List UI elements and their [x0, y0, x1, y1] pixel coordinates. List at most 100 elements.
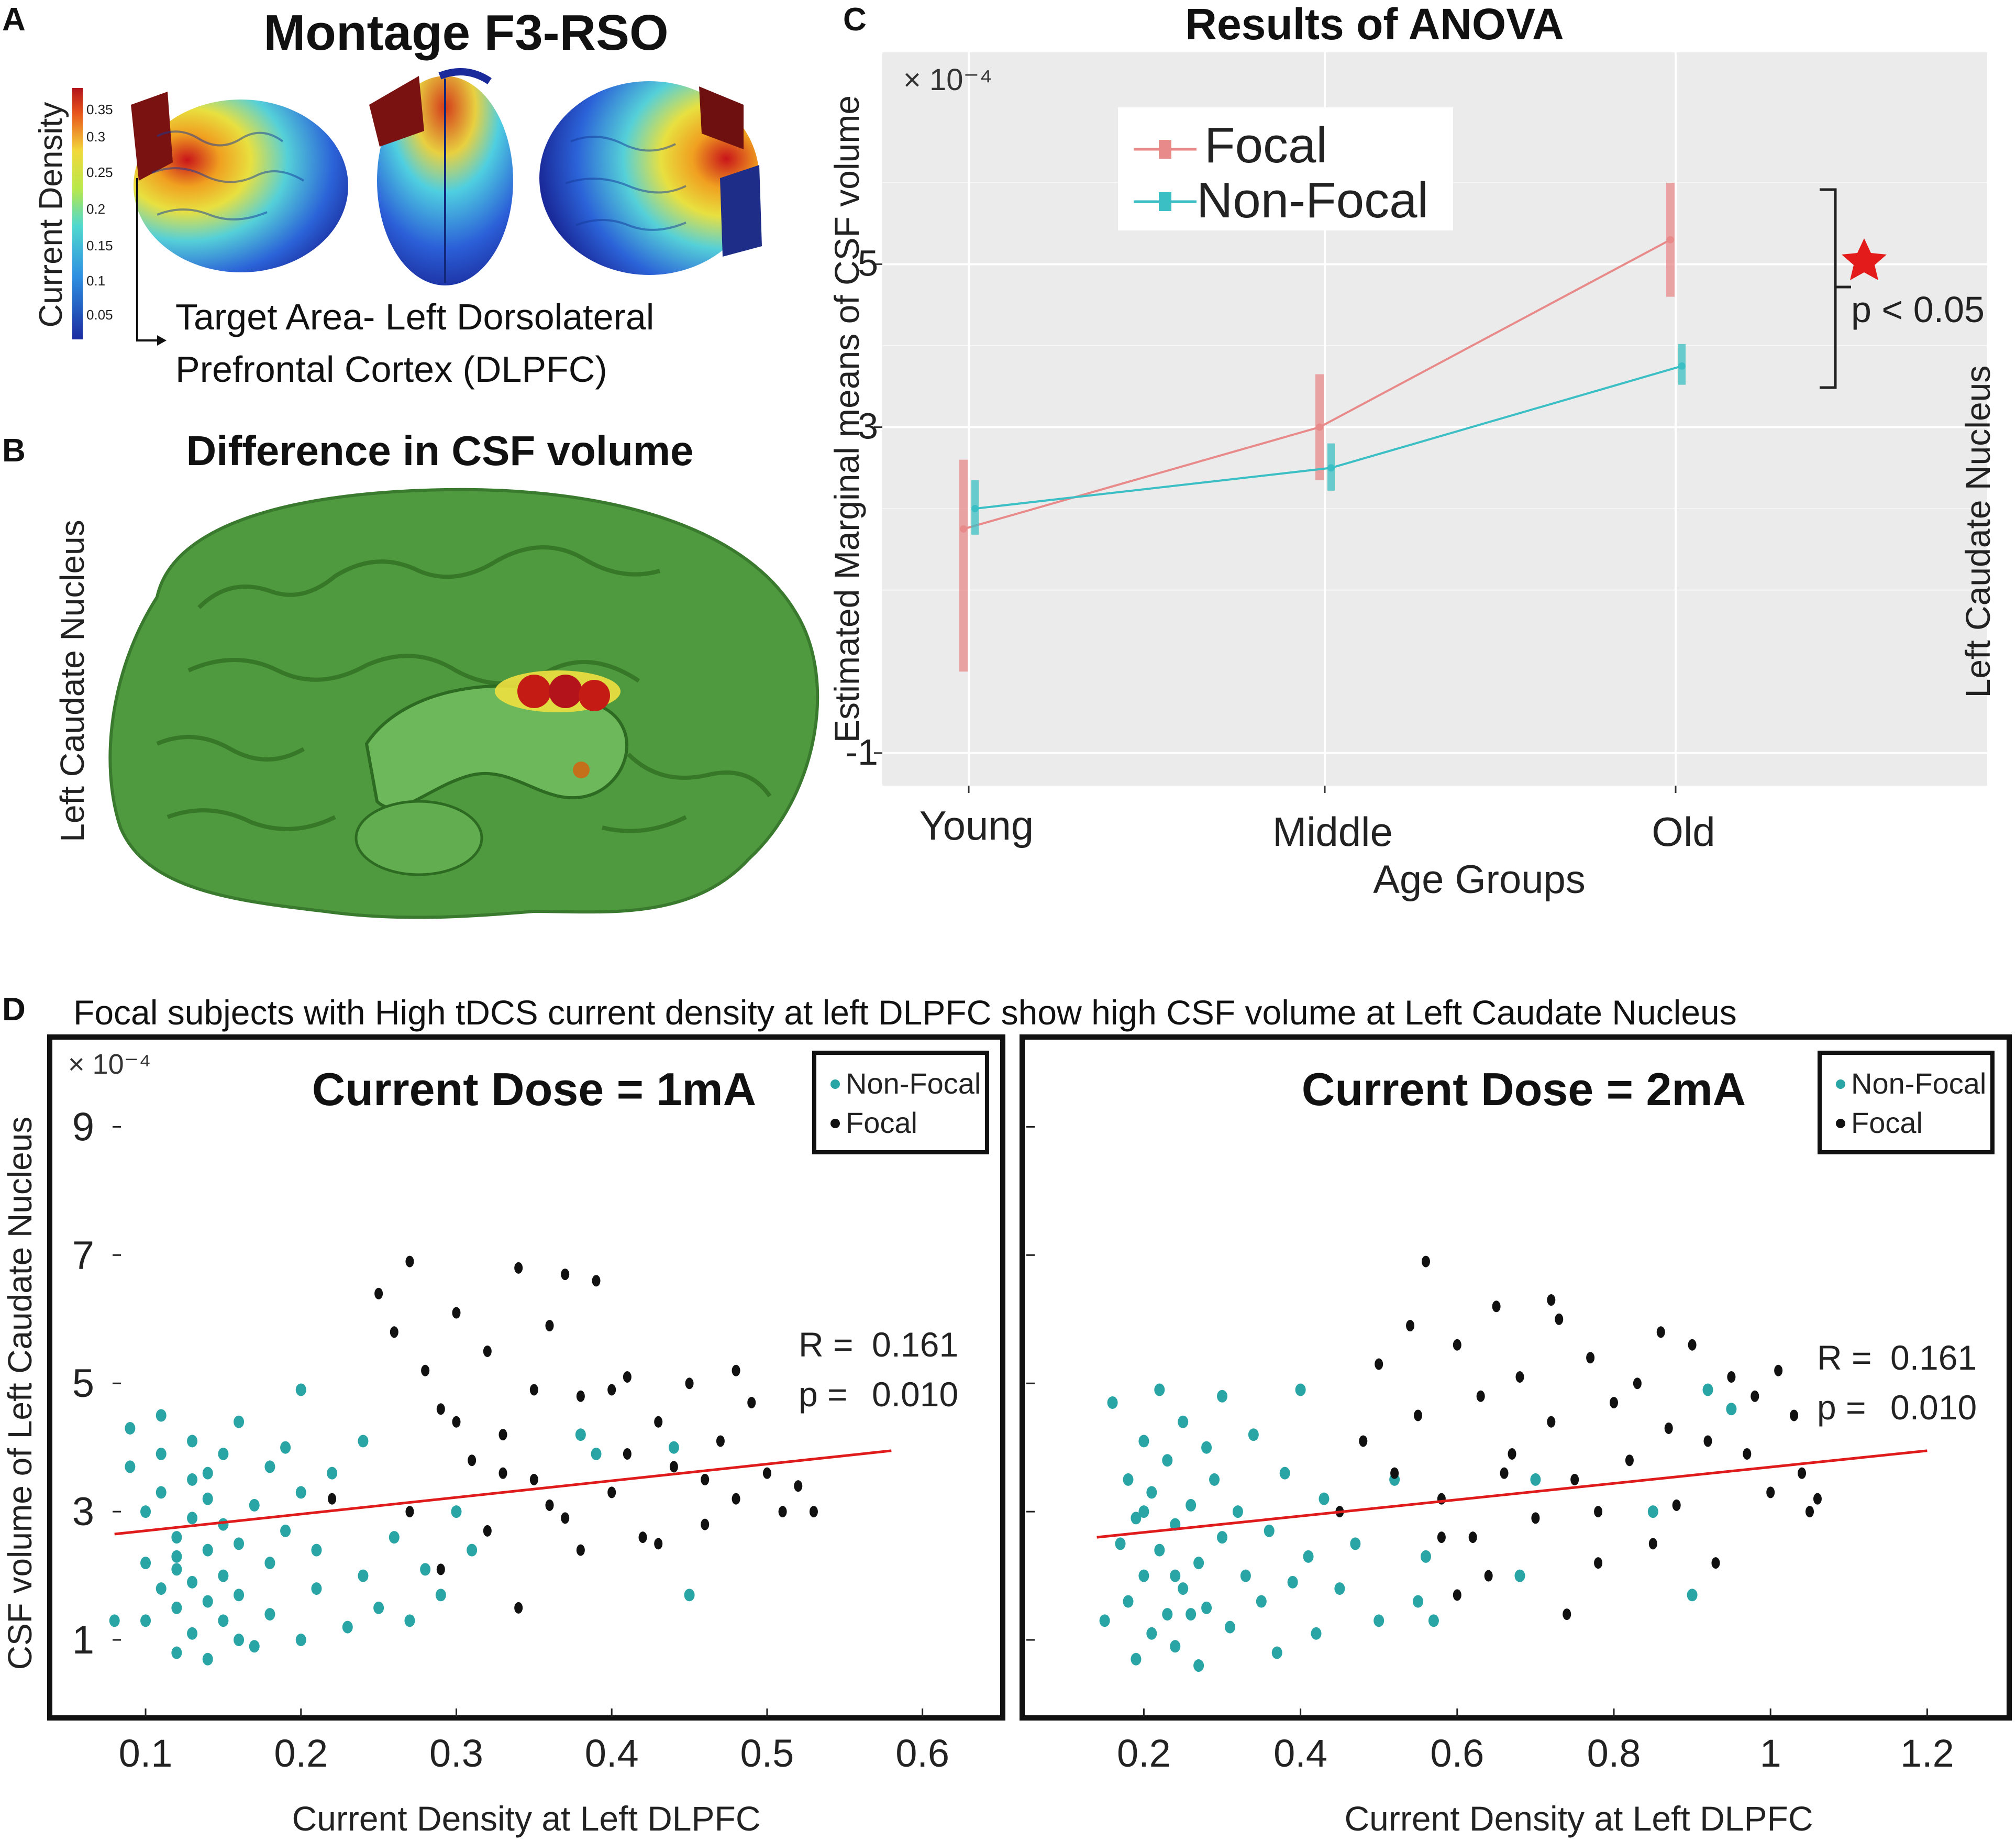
focal-point	[1453, 1589, 1461, 1601]
data-point	[1667, 236, 1674, 244]
nonfocal-point	[171, 1550, 182, 1563]
scatter-1ma-title: Current Dose = 1mA	[312, 1063, 756, 1115]
anova-title: Results of ANOVA	[1185, 0, 1564, 49]
x-tick-label: Middle	[1272, 809, 1393, 855]
nonfocal-point	[575, 1428, 586, 1441]
focal-point	[1453, 1339, 1461, 1351]
legend-nonfocal: Non-Focal	[846, 1067, 981, 1100]
panel-b-title: Difference in CSF volume	[186, 427, 694, 474]
focal-point	[1531, 1512, 1540, 1524]
focal-point	[654, 1538, 663, 1550]
x-tick-label: 0.6	[895, 1732, 949, 1775]
focal-point	[778, 1506, 787, 1518]
focal-point	[732, 1493, 740, 1505]
focal-point	[328, 1493, 337, 1505]
stat-p-value: 0.010	[1890, 1388, 1977, 1427]
x-tick-label: 0.4	[585, 1732, 639, 1775]
nonfocal-point	[1350, 1537, 1361, 1550]
nonfocal-point	[218, 1569, 229, 1582]
stat-p-value: 0.010	[872, 1375, 958, 1414]
focal-point	[1390, 1467, 1399, 1479]
focal-point	[1688, 1339, 1697, 1351]
scatter-1ma-stats: R = 0.161 p = 0.010	[799, 1325, 958, 1414]
nonfocal-point	[218, 1518, 229, 1531]
data-point	[1327, 464, 1335, 472]
nonfocal-point	[171, 1646, 182, 1659]
colorbar-tick: 0.1	[86, 273, 105, 289]
nonfocal-point	[1154, 1544, 1165, 1557]
scatter-2ma-chart: 0.2 0.4 0.6 0.8 1 1.2 Current Dose = 2mA Curr…	[1020, 1034, 2012, 1838]
x-tick-label: 0.4	[1273, 1732, 1327, 1775]
nonfocal-point	[684, 1589, 695, 1602]
regression-line	[1096, 1449, 1928, 1539]
x-tick-label: Old	[1652, 809, 1715, 855]
nonfocal-point	[156, 1582, 167, 1595]
scatter-1ma-xlabel: Current Density at Left DLPFC	[292, 1799, 761, 1838]
focal-point	[1547, 1294, 1556, 1306]
focal-point	[545, 1499, 554, 1511]
stat-p-label: p =	[1817, 1388, 1866, 1427]
y-tick-label: -1	[846, 732, 878, 773]
target-area-line1: Target Area- Left Dorsolateral	[175, 296, 655, 337]
focal-point	[1805, 1506, 1814, 1518]
focal-point	[716, 1435, 725, 1447]
x-tick-label: 0.5	[740, 1732, 794, 1775]
focal-point	[1813, 1493, 1822, 1505]
x-tick-label: Young	[920, 802, 1034, 848]
colorbar-tick: 0.25	[86, 164, 113, 180]
brain-top-view	[369, 68, 513, 285]
focal-point	[1508, 1448, 1516, 1460]
scatter-2ma-title: Current Dose = 2mA	[1302, 1063, 1746, 1115]
nonfocal-point	[1702, 1383, 1713, 1396]
nonfocal-point	[171, 1531, 182, 1544]
focal-point	[732, 1364, 740, 1376]
nonfocal-point	[1232, 1505, 1243, 1518]
focal-point	[436, 1563, 445, 1575]
y-tick-label: 3	[72, 1490, 94, 1534]
nonfocal-point	[1514, 1569, 1525, 1582]
nonfocal-point	[1428, 1614, 1439, 1627]
x-tick-label: 0.2	[1117, 1732, 1171, 1775]
nonfocal-point	[1209, 1473, 1220, 1486]
legend-focal: Focal	[1851, 1106, 1923, 1139]
csf-hotspot	[495, 670, 621, 778]
focal-point	[809, 1506, 818, 1518]
nonfocal-point	[218, 1447, 229, 1460]
focal-point	[1633, 1377, 1642, 1390]
data-point	[960, 525, 967, 533]
colorbar-tick: 0.3	[86, 129, 105, 145]
nonfocal-point	[202, 1467, 213, 1480]
nonfocal-point	[140, 1557, 151, 1570]
nonfocal-point	[171, 1601, 182, 1614]
nonfocal-point	[1178, 1415, 1189, 1428]
focal-point	[1468, 1531, 1477, 1544]
nonfocal-point	[435, 1589, 446, 1602]
focal-point	[1610, 1396, 1618, 1408]
focal-point	[654, 1416, 663, 1428]
nonfocal-point	[1162, 1454, 1173, 1467]
panel-c-label: C	[843, 2, 867, 38]
nonfocal-point	[1287, 1575, 1298, 1589]
colorbar-tick: 0.35	[86, 102, 113, 117]
nonfocal-point	[1420, 1550, 1431, 1563]
legend-focal: Focal	[1204, 117, 1327, 173]
legend-nonfocal: Non-Focal	[1197, 172, 1428, 228]
y-tick-label: 5	[858, 242, 878, 283]
nonfocal-point	[202, 1595, 213, 1608]
nonfocal-point	[1248, 1428, 1259, 1441]
nonfocal-point	[1256, 1595, 1267, 1608]
nonfocal-point	[467, 1544, 478, 1557]
nonfocal-point	[1131, 1512, 1142, 1525]
target-area-line2: Prefrontal Cortex (DLPFC)	[175, 349, 607, 390]
significance-star-icon	[1842, 238, 1887, 280]
nonfocal-point	[125, 1460, 136, 1473]
nonfocal-point	[187, 1473, 198, 1486]
nonfocal-point	[295, 1383, 306, 1396]
focal-point	[592, 1275, 601, 1287]
focal-point	[1421, 1255, 1430, 1267]
panel-b-figure: Left Caudate Nucleus	[53, 488, 819, 919]
anova-exponent: × 10⁻⁴	[903, 63, 992, 97]
focal-point	[452, 1416, 461, 1428]
focal-point	[405, 1506, 414, 1518]
stat-p-label: p =	[799, 1375, 848, 1414]
